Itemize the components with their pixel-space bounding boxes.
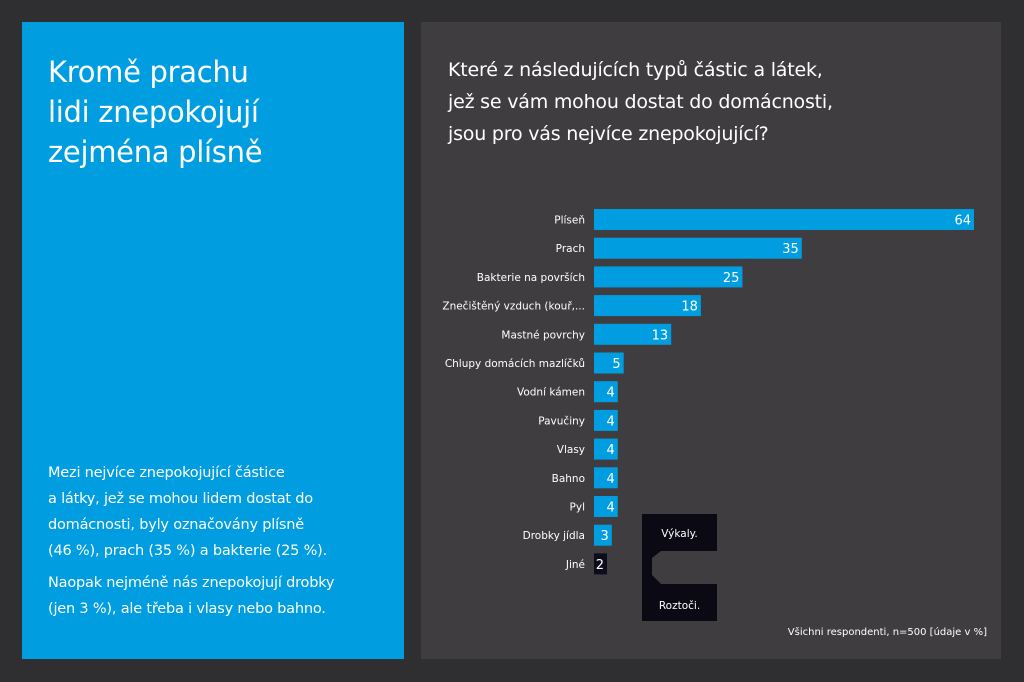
headline: Kromě prachu lidi znepokojují zejména pl…: [48, 52, 263, 172]
bar: [594, 323, 672, 345]
category-label: Prach: [556, 243, 585, 255]
summary-paragraph-2: Naopak nejméně nás znepokojují drobky (j…: [48, 570, 334, 622]
summary-line: (jen 3 %), ale třeba i vlasy nebo bahno.: [48, 601, 326, 617]
right-panel: Které z následujících typů částic a láte…: [421, 22, 1001, 659]
category-label: Vlasy: [557, 444, 585, 456]
category-label: Drobky jídla: [523, 530, 585, 542]
question-line: Které z následujících typů částic a láte…: [448, 59, 823, 81]
category-label: Mastné povrchy: [501, 329, 585, 341]
callout-label-vykaly: Výkaly.: [661, 528, 697, 540]
chart-question: Které z následujících typů částic a láte…: [448, 54, 833, 150]
summary-line: domácnosti, byly označovány plísně: [48, 517, 304, 533]
bar: [594, 381, 618, 403]
category-label: Pavučiny: [538, 415, 585, 427]
value-label: 4: [606, 386, 614, 401]
question-line: jež se vám mohou dostat do domácnosti,: [448, 91, 833, 113]
bar: [594, 209, 974, 230]
category-label: Bakterie na površích: [477, 272, 585, 284]
value-label: 64: [954, 214, 971, 229]
category-label: Bahno: [552, 473, 585, 485]
value-label: 13: [652, 328, 669, 343]
category-label: Vodní kámen: [517, 387, 585, 399]
summary-line: Mezi nejvíce znepokojující částice: [48, 465, 285, 481]
bar: [594, 409, 618, 431]
value-label: 35: [782, 242, 799, 257]
value-label: 25: [723, 271, 740, 286]
bar: [594, 237, 802, 259]
headline-line: Kromě prachu: [48, 55, 249, 89]
bar: [594, 496, 618, 517]
summary-line: a látky, jež se mohou lidem dostat do: [48, 491, 313, 507]
value-label: 3: [601, 529, 609, 544]
question-line: jsou pro vás nejvíce znepokojující?: [448, 123, 769, 145]
callout-group: Výkaly. Roztoči.: [642, 514, 717, 621]
summary-line: (46 %), prach (35 %) a bakterie (25 %).: [48, 543, 328, 559]
bar: [594, 553, 607, 575]
summary-paragraph-1: Mezi nejvíce znepokojující částice a lát…: [48, 460, 334, 564]
bar: [594, 524, 612, 546]
headline-line: zejména plísně: [48, 135, 263, 169]
value-label: 5: [612, 357, 620, 372]
left-panel: Kromě prachu lidi znepokojují zejména pl…: [22, 22, 404, 659]
bar: [594, 438, 618, 460]
value-label: 18: [681, 300, 698, 315]
bar: [594, 295, 701, 317]
value-label: 4: [606, 501, 614, 516]
headline-line: lidi znepokojují: [48, 95, 259, 129]
footnote: Všichni respondenti, n=500 [údaje v %]: [787, 627, 987, 638]
value-label: 4: [606, 443, 614, 458]
bar: [594, 467, 618, 489]
value-label: 4: [606, 414, 614, 429]
value-label: 2: [596, 558, 604, 573]
category-label: Plíseň: [554, 215, 585, 227]
category-label: Chlupy domácích mazlíčků: [445, 358, 585, 370]
summary-line: Naopak nejméně nás znepokojují drobky: [48, 575, 335, 591]
bar: [594, 266, 743, 288]
callout-label-roztoci: Roztoči.: [659, 600, 700, 612]
summary-text: Mezi nejvíce znepokojující částice a lát…: [48, 460, 334, 628]
value-label: 4: [606, 472, 614, 487]
bar: [594, 352, 624, 374]
category-label: Jiné: [565, 559, 585, 571]
category-label: Znečištěný vzduch (kouř,...: [442, 301, 585, 313]
callout-box: [642, 514, 717, 621]
category-label: Pyl: [570, 502, 585, 514]
